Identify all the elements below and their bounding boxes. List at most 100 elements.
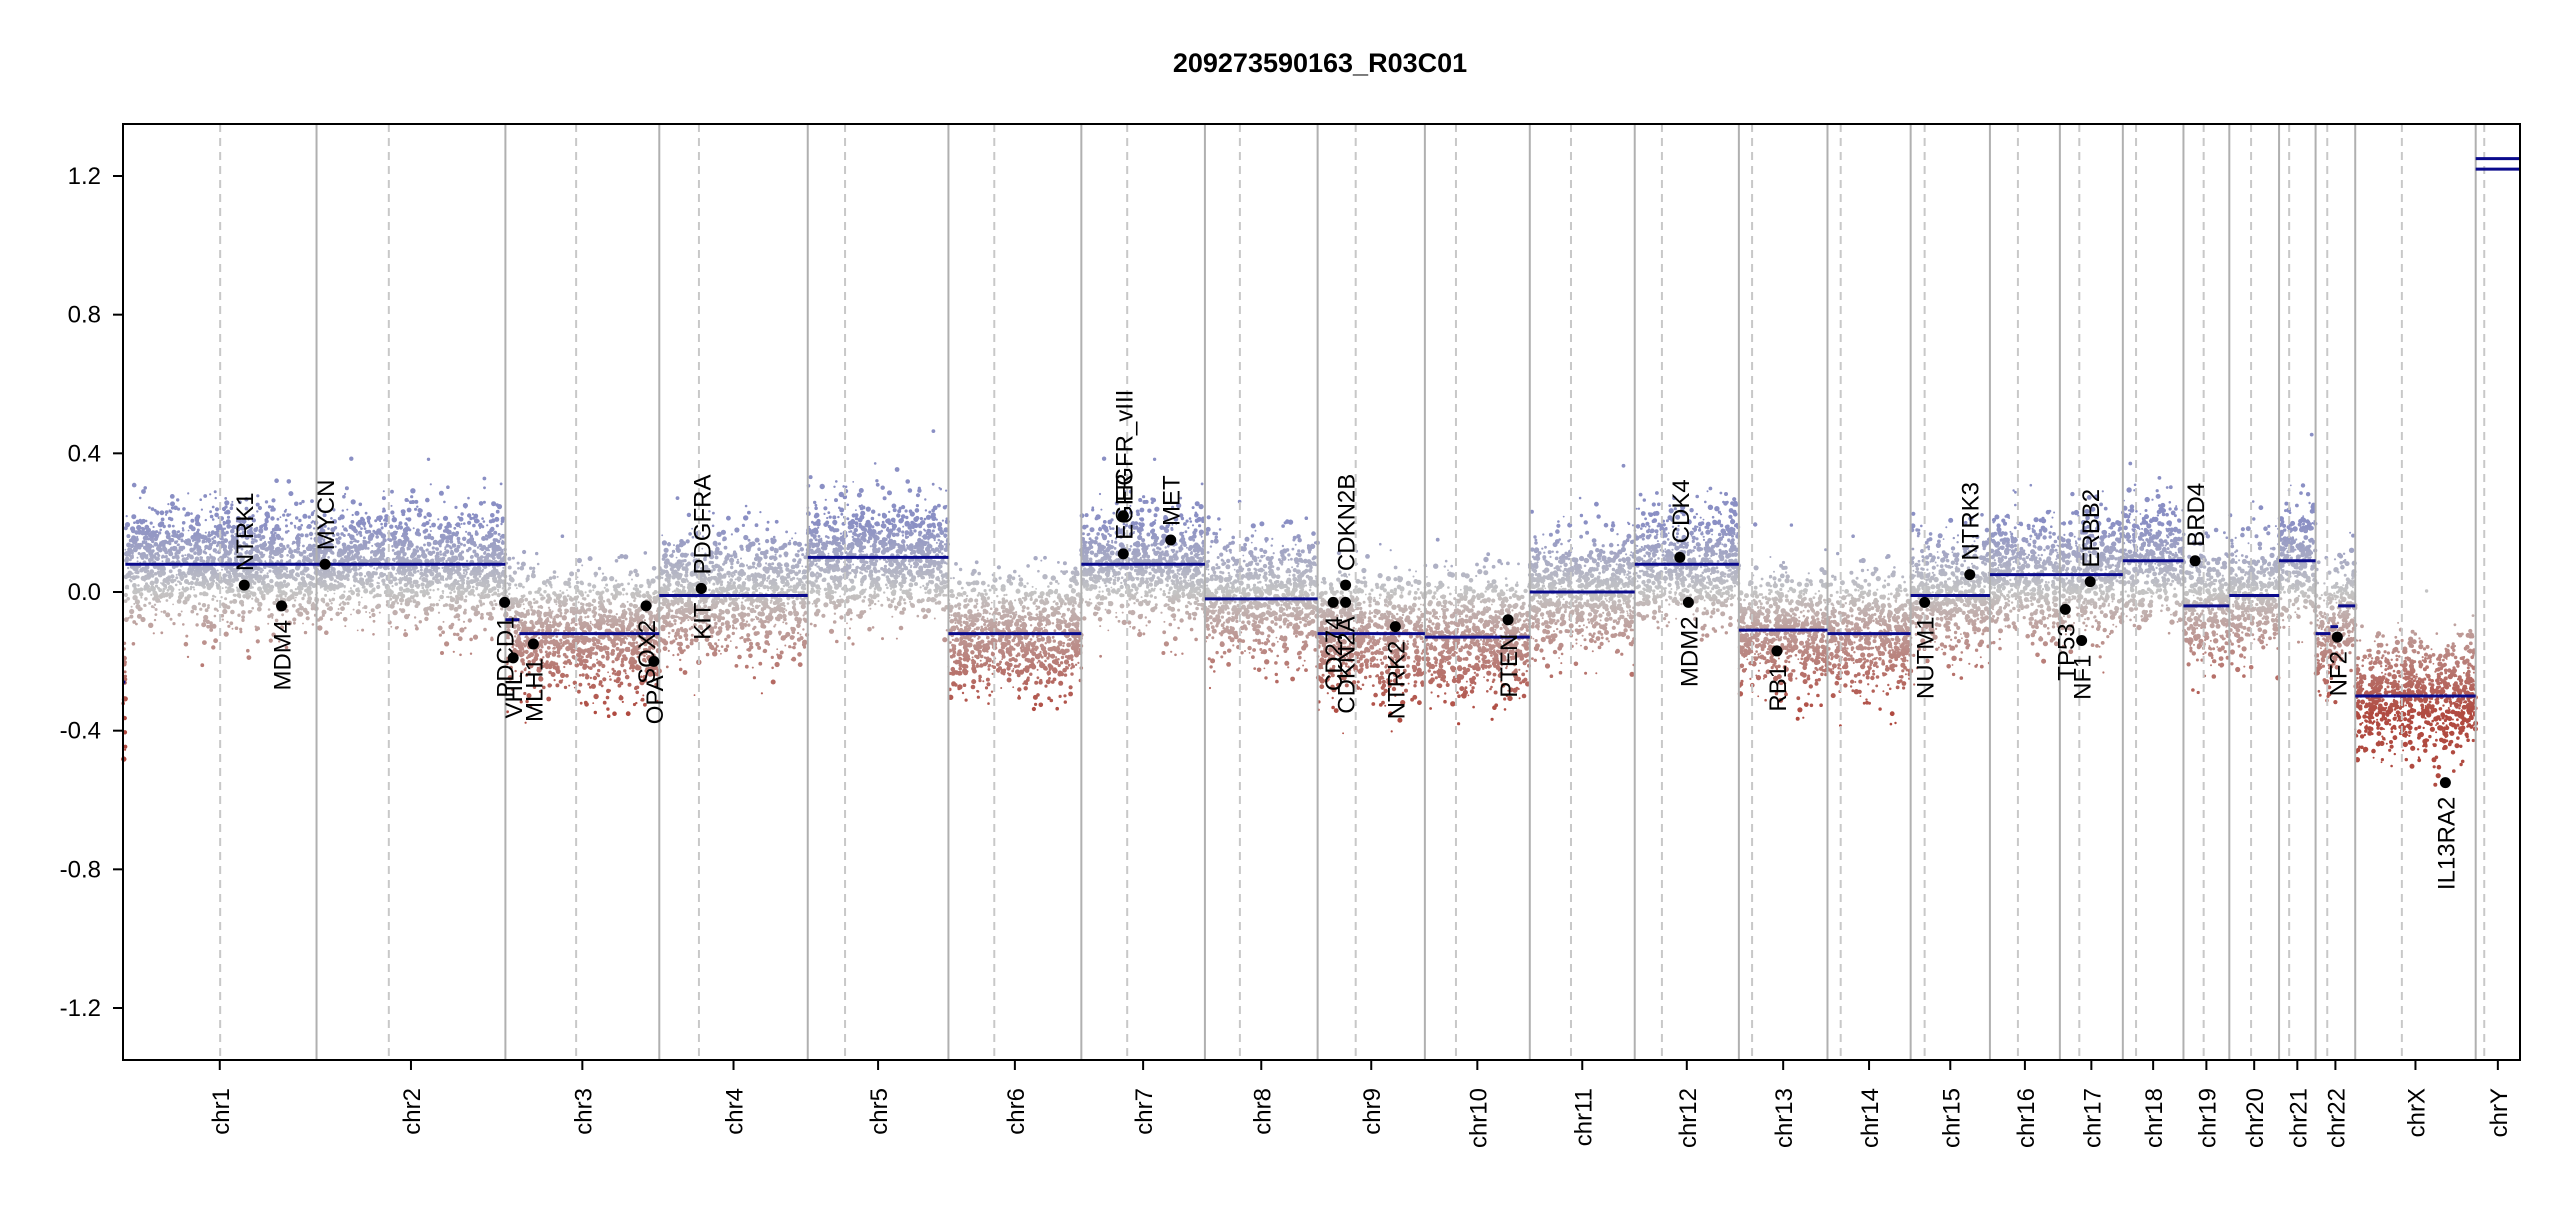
probe-point [159,601,161,603]
probe-point [342,559,345,562]
probe-point [184,554,186,556]
probe-point [412,599,416,603]
probe-point [396,555,401,560]
probe-point [456,549,459,552]
probe-point [489,601,493,605]
probe-point [381,547,385,551]
probe-point [285,531,288,534]
probe-point [130,580,133,583]
probe-point [417,512,422,517]
probe-point [161,582,165,586]
probe-point [485,581,488,584]
probe-point [596,621,601,626]
probe-point [400,608,405,613]
probe-point [358,601,361,604]
probe-point [454,549,457,552]
probe-point [404,575,406,577]
probe-point [459,654,462,657]
probe-point [193,594,195,596]
probe-point [477,547,479,549]
probe-point [214,596,216,598]
probe-point [329,598,331,600]
probe-point [330,602,332,604]
probe-point [561,679,563,681]
probe-point [389,538,393,542]
probe-point [454,607,459,612]
probe-point [155,585,158,588]
probe-point [570,622,572,624]
probe-point [566,589,568,591]
probe-point [209,493,211,495]
probe-point [470,653,472,655]
probe-point [159,541,161,543]
probe-point [473,575,477,579]
probe-point [708,589,711,592]
probe-point [767,621,770,624]
probe-point [521,619,523,621]
probe-point [634,584,637,587]
probe-point [286,554,289,557]
probe-point [592,615,595,618]
probe-point [378,576,381,579]
probe-point [173,546,177,550]
probe-point [432,576,435,579]
probe-point [381,579,385,583]
probe-point [289,571,293,575]
probe-point [542,595,544,597]
probe-point [297,585,302,590]
probe-point [356,533,358,535]
probe-point [420,590,423,593]
probe-point [730,566,733,569]
probe-point [459,526,461,528]
probe-point [441,630,445,634]
probe-point [255,628,259,632]
probe-point [251,598,253,600]
probe-point [468,547,472,551]
probe-point [633,604,638,609]
probe-point [237,614,240,617]
probe-point [596,659,598,661]
probe-point [165,555,168,558]
probe-point [436,552,440,556]
probe-point [589,656,592,659]
probe-point [565,626,569,630]
probe-point [559,590,561,592]
probe-point [160,631,163,634]
probe-point [448,575,453,580]
probe-point [141,576,146,581]
probe-point [184,601,187,604]
probe-point [302,580,306,584]
probe-point [396,527,399,530]
probe-point [721,622,725,626]
probe-point [539,649,542,652]
probe-point [606,651,610,655]
probe-point [363,536,366,539]
probe-point [799,597,802,600]
probe-point [253,581,255,583]
probe-point [182,586,184,588]
probe-point [410,554,414,558]
probe-point [194,571,196,573]
probe-point [508,593,510,595]
probe-point [424,529,428,533]
probe-point [211,537,214,540]
probe-point [324,594,327,597]
probe-point [364,605,368,609]
probe-point [575,623,578,626]
probe-point [583,659,587,663]
probe-point [594,618,596,620]
probe-point [752,565,755,568]
probe-point [519,598,524,603]
probe-point [200,663,204,667]
probe-point [802,577,805,580]
probe-point [592,702,594,704]
probe-point [337,553,342,558]
probe-point [446,524,450,528]
probe-point [498,585,502,589]
probe-point [199,570,201,572]
probe-point [792,558,796,562]
probe-point [236,588,240,592]
probe-point [136,525,141,530]
probe-point [399,525,403,529]
probe-point [182,623,185,626]
